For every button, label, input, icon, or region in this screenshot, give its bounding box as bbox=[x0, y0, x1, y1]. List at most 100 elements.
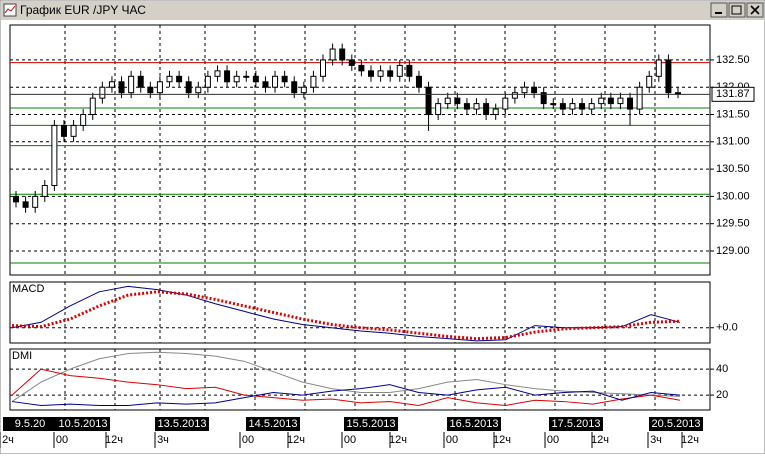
maximize-glyph bbox=[731, 5, 742, 15]
y-tick-label: 129.50 bbox=[716, 218, 750, 230]
candle-body bbox=[32, 195, 39, 208]
candle-body bbox=[550, 103, 557, 106]
y-tick-label: 130.50 bbox=[716, 163, 750, 175]
candle-body bbox=[598, 97, 605, 105]
date-box bbox=[246, 417, 300, 431]
y-tick-label: 131.00 bbox=[716, 136, 750, 148]
candle-body bbox=[156, 81, 163, 94]
candle-body bbox=[483, 103, 490, 116]
title-bar bbox=[1, 1, 764, 20]
time-label: 12ч bbox=[493, 434, 511, 446]
date-box bbox=[344, 417, 398, 431]
time-label: 2ч bbox=[2, 434, 14, 446]
candle-body bbox=[310, 75, 317, 88]
time-label: 00 bbox=[344, 434, 356, 446]
candle-body bbox=[569, 103, 576, 110]
candle-body bbox=[531, 86, 538, 94]
candle-body bbox=[463, 103, 470, 110]
candle-body bbox=[300, 86, 307, 94]
candle-body bbox=[262, 81, 269, 88]
time-label: 00 bbox=[446, 434, 458, 446]
candle-body bbox=[377, 70, 384, 77]
panel bbox=[9, 348, 711, 411]
candle-body bbox=[339, 48, 346, 61]
candle-body bbox=[60, 124, 67, 137]
maximize-button[interactable] bbox=[728, 2, 746, 18]
candle-body bbox=[511, 92, 518, 99]
candle-body bbox=[435, 103, 442, 116]
indicator-line bbox=[11, 285, 681, 342]
indicator-line bbox=[11, 368, 681, 406]
last-price-label: 131.87 bbox=[716, 88, 750, 100]
candle-body bbox=[272, 75, 279, 88]
candle-body bbox=[70, 124, 77, 137]
candle-body bbox=[415, 75, 422, 88]
date-label: 15.5.2013 bbox=[347, 418, 396, 430]
candle-body bbox=[329, 48, 336, 61]
time-label: 3ч bbox=[650, 434, 662, 446]
date-label: 10.5.2013 bbox=[59, 418, 108, 430]
candle-body bbox=[444, 97, 451, 105]
candle-body bbox=[588, 103, 595, 110]
last-price-box bbox=[711, 86, 755, 102]
candle-body bbox=[281, 75, 288, 83]
time-label: 12ч bbox=[287, 434, 305, 446]
candle-body bbox=[204, 75, 211, 88]
window-buttons[interactable] bbox=[710, 2, 764, 18]
candle-body bbox=[636, 86, 643, 110]
time-label: 00 bbox=[242, 434, 254, 446]
minimize-button[interactable] bbox=[710, 2, 728, 18]
candle-body bbox=[665, 59, 672, 94]
indicator-line bbox=[11, 290, 681, 341]
window-title: График EUR /JPY ЧАС bbox=[20, 3, 146, 17]
time-label: 00 bbox=[56, 434, 68, 446]
candle-body bbox=[521, 86, 528, 94]
candle-body bbox=[387, 70, 394, 77]
date-label: 17.5.2013 bbox=[552, 418, 601, 430]
candle-body bbox=[348, 59, 355, 66]
candle-body bbox=[80, 114, 87, 126]
time-label: 12ч bbox=[389, 434, 407, 446]
candle-body bbox=[108, 81, 115, 88]
candle-body bbox=[128, 75, 135, 94]
candle-body bbox=[320, 59, 327, 77]
candle-body bbox=[502, 97, 509, 110]
window-icon-glyph bbox=[4, 5, 16, 14]
date-box bbox=[447, 417, 501, 431]
time-label: 12ч bbox=[591, 434, 609, 446]
candle-body bbox=[137, 75, 144, 88]
date-label: 14.5.2013 bbox=[249, 418, 298, 430]
time-label: 00 bbox=[547, 434, 559, 446]
date-box bbox=[549, 417, 603, 431]
indicator-line bbox=[11, 384, 681, 406]
candle-body bbox=[13, 195, 19, 203]
candle-body bbox=[655, 59, 662, 77]
candle-body bbox=[579, 103, 586, 110]
candle-body bbox=[559, 103, 566, 110]
date-box bbox=[649, 417, 703, 431]
candle-body bbox=[233, 75, 240, 83]
candle-body bbox=[627, 97, 634, 110]
time-label: 3ч bbox=[157, 434, 169, 446]
panel bbox=[9, 281, 711, 344]
candle-body bbox=[41, 184, 48, 197]
candle-body bbox=[396, 64, 403, 77]
indicator-line bbox=[11, 351, 681, 402]
date-box bbox=[56, 417, 110, 431]
date-box bbox=[3, 417, 57, 431]
candle-body bbox=[51, 124, 58, 186]
candle-body bbox=[425, 86, 432, 116]
candle-body bbox=[252, 75, 259, 83]
candle-body bbox=[99, 86, 106, 99]
candle-body bbox=[147, 86, 154, 94]
date-label: 16.5.2013 bbox=[450, 418, 499, 430]
close-glyph bbox=[750, 5, 760, 15]
candle-body bbox=[214, 70, 221, 77]
candle-body bbox=[185, 81, 192, 94]
candle-body bbox=[195, 86, 202, 94]
candle-body bbox=[89, 97, 96, 116]
candle-body bbox=[176, 75, 183, 83]
candle-body bbox=[243, 75, 250, 78]
y-tick-label: 20 bbox=[716, 389, 728, 401]
candle-body bbox=[406, 64, 413, 77]
